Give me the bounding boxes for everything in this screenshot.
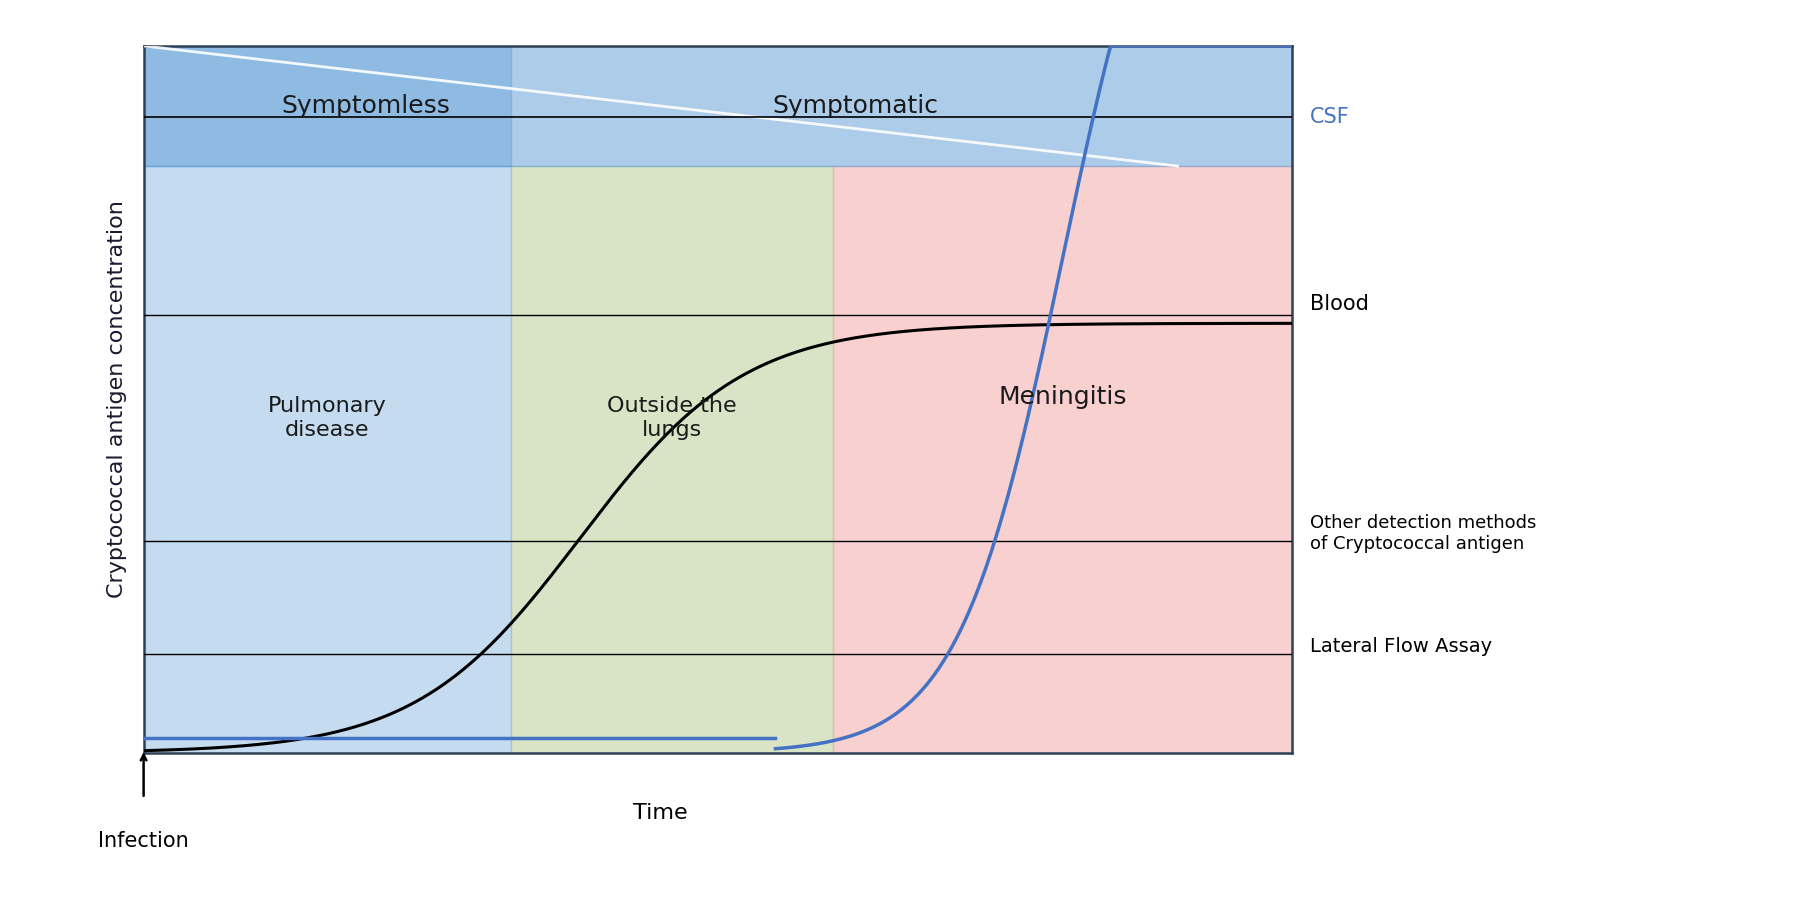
Text: Time: Time	[634, 803, 687, 823]
Text: Pulmonary
disease: Pulmonary disease	[267, 397, 386, 440]
Text: Blood: Blood	[1310, 294, 1368, 314]
Y-axis label: Cryptococcal antigen concentration: Cryptococcal antigen concentration	[108, 200, 127, 599]
Text: Other detection methods
of Cryptococcal antigen: Other detection methods of Cryptococcal …	[1310, 514, 1537, 553]
Text: Symptomless: Symptomless	[282, 94, 451, 118]
Text: Outside the
lungs: Outside the lungs	[607, 397, 738, 440]
Text: Lateral Flow Assay: Lateral Flow Assay	[1310, 637, 1492, 656]
Text: CSF: CSF	[1310, 106, 1350, 127]
Text: Meningitis: Meningitis	[998, 385, 1127, 409]
Text: Infection: Infection	[99, 831, 188, 850]
Text: Symptomatic: Symptomatic	[774, 94, 939, 118]
